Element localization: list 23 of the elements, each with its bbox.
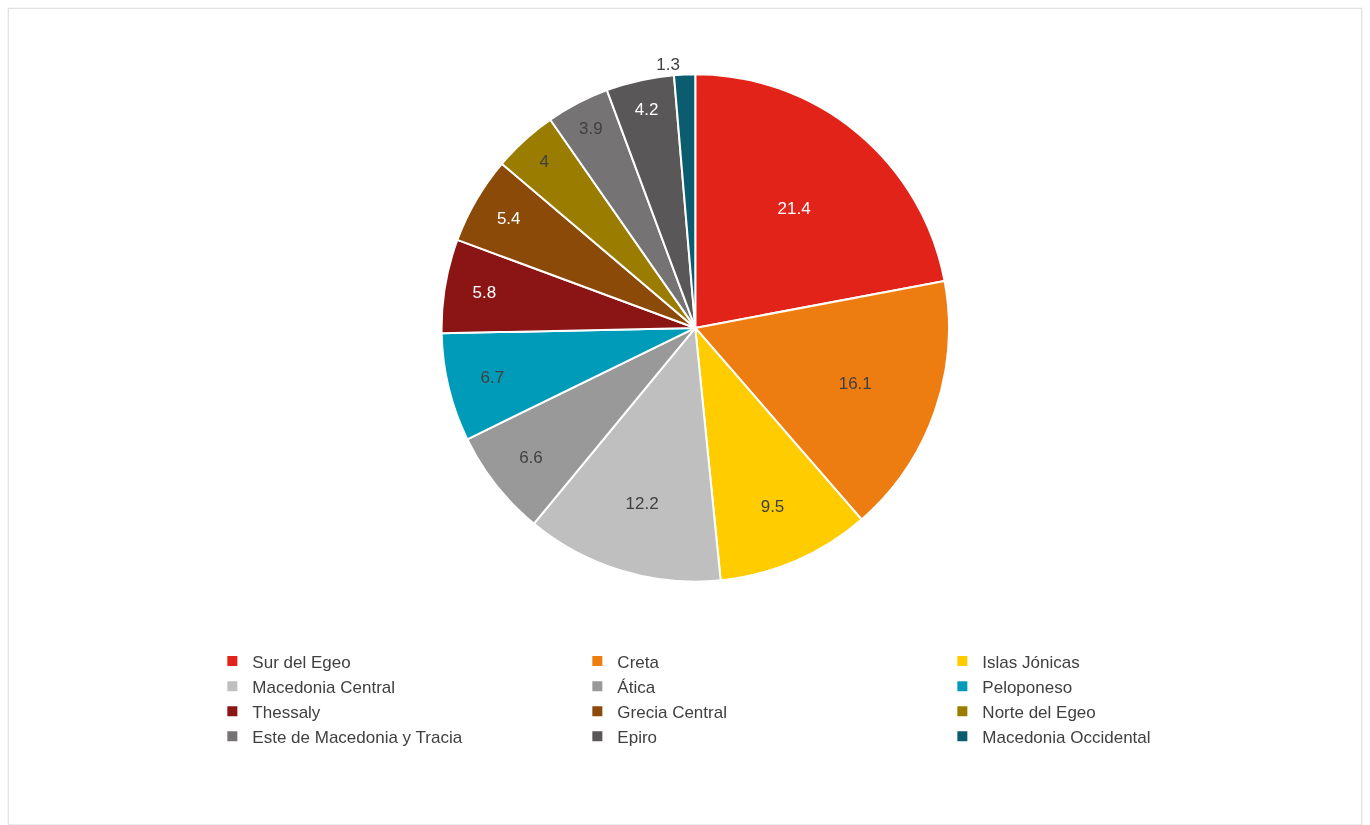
data-label: 12.2 — [625, 493, 659, 513]
legend-label: Thessaly — [252, 702, 321, 722]
legend-label: Grecia Central — [617, 702, 727, 722]
data-label: 9.5 — [760, 497, 785, 517]
legend-label: Este de Macedonia y Tracia — [252, 727, 463, 747]
legend-label: Macedonia Occidental — [982, 727, 1151, 747]
data-label: 5.4 — [496, 209, 521, 229]
legend-label: Peloponeso — [982, 677, 1073, 697]
data-label: 16.1 — [838, 374, 872, 394]
legend-label: Sur del Egeo — [252, 652, 351, 672]
data-label: 1.3 — [656, 55, 680, 75]
legend-label: Macedonia Central — [252, 677, 396, 697]
legend-label: Epiro — [617, 727, 658, 747]
legend-label: Norte del Egeo — [982, 702, 1096, 722]
legend-label: Creta — [617, 652, 660, 672]
legend-label: Islas Jónicas — [982, 652, 1080, 672]
data-label: 6.6 — [519, 448, 543, 468]
data-label: 21.4 — [777, 199, 811, 219]
data-label: 4.2 — [634, 100, 659, 120]
data-label: 6.7 — [480, 367, 505, 387]
legend-label: Ática — [617, 677, 656, 697]
data-label: 4 — [539, 152, 549, 172]
data-label: 5.8 — [472, 282, 497, 302]
